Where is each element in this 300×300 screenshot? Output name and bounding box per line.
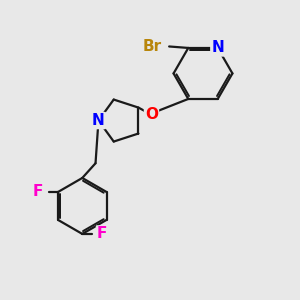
Text: Br: Br	[143, 39, 162, 54]
Text: F: F	[33, 184, 43, 200]
Text: N: N	[211, 40, 224, 56]
Text: F: F	[97, 226, 107, 242]
Text: N: N	[92, 113, 105, 128]
Text: O: O	[145, 107, 158, 122]
